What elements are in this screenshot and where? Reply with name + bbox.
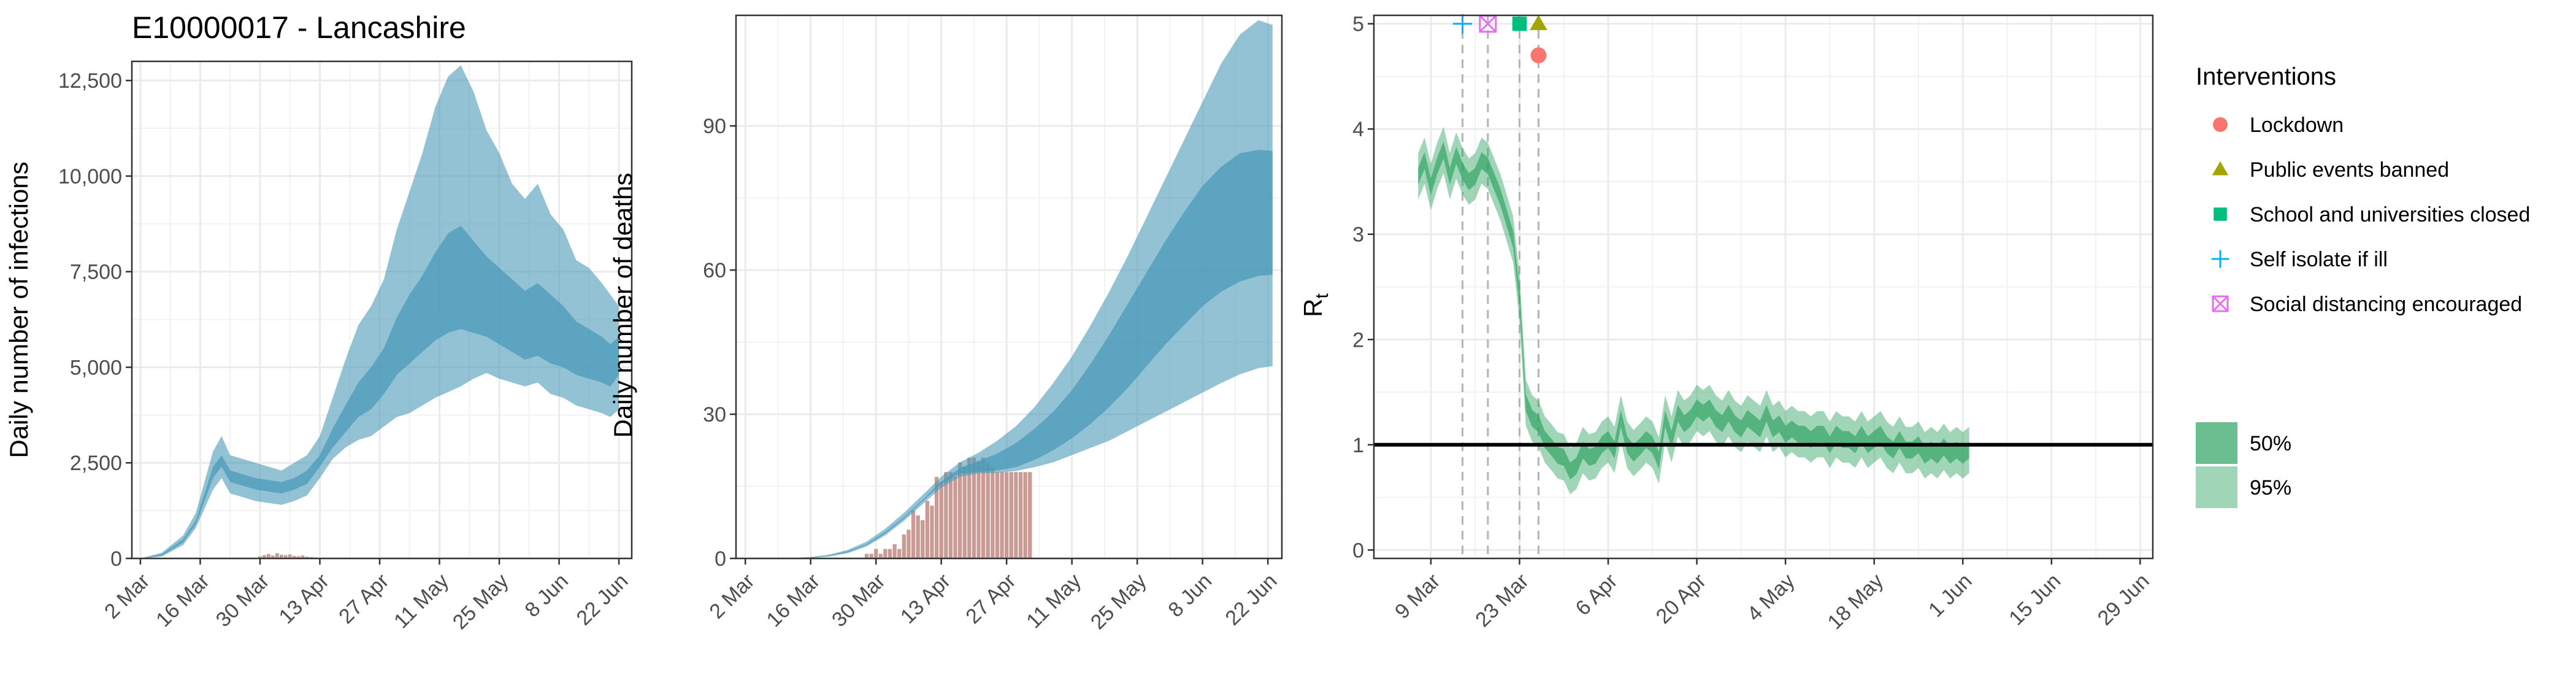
rt-y-axis-subscript: t — [1312, 293, 1332, 299]
legend-marker-plus — [2211, 250, 2229, 268]
deaths-observed-bar — [887, 549, 892, 559]
deaths-y-tick-label: 0 — [715, 547, 726, 571]
deaths-observed-bar — [995, 471, 1000, 559]
rt-y-tick-label: 0 — [1352, 539, 1364, 562]
deaths-observed-bar — [1022, 471, 1028, 559]
deaths-observed-bar — [999, 471, 1005, 559]
infections-band-95pct — [140, 65, 619, 558]
deaths-observed-bar — [925, 500, 930, 559]
legend-item-label: Public events banned — [2250, 158, 2449, 182]
chart-title: E10000017 - Lancashire — [132, 10, 466, 45]
deaths-observed-bars — [864, 457, 1032, 559]
legend-bands: 50% 95% — [2196, 422, 2291, 508]
deaths-y-axis-title: Daily number of deaths — [608, 173, 637, 438]
deaths-panel-border — [735, 14, 1283, 560]
deaths-observed-bar — [929, 505, 935, 559]
deaths-observed-bar — [990, 466, 995, 559]
intervention-marker — [1530, 47, 1547, 64]
deaths-y-tick-label: 60 — [703, 259, 726, 282]
rt-y-tick-label: 5 — [1352, 13, 1364, 36]
rt-y-tick-label: 2 — [1352, 328, 1364, 352]
intervention-marker — [1530, 15, 1547, 31]
deaths-observed-bar — [1004, 471, 1009, 559]
deaths-y-tick-label: 30 — [703, 403, 726, 426]
deaths-observed-bar — [948, 471, 953, 559]
infections-y-tick-label: 7,500 — [70, 261, 122, 284]
infections-panel-border — [131, 60, 633, 560]
legend-item-label: School and universities closed — [2250, 203, 2530, 226]
legend-band-swatch — [2196, 422, 2237, 464]
deaths-observed-bar — [1018, 471, 1023, 559]
legend-marker-square — [2214, 207, 2227, 221]
deaths-observed-bar — [1013, 471, 1019, 559]
legend-band-swatch — [2196, 466, 2237, 508]
legend-item-label: Social distancing encouraged — [2250, 293, 2522, 316]
intervention-marker — [1452, 14, 1473, 34]
deaths-observed-bar — [976, 462, 981, 559]
deaths-observed-bar — [962, 466, 967, 559]
deaths-observed-bar — [953, 476, 958, 559]
deaths-observed-bar — [939, 481, 944, 559]
intervention-marker — [1512, 17, 1527, 31]
infections-y-tick-label: 12,500 — [58, 69, 122, 93]
legend-band-label: 95% — [2250, 476, 2291, 500]
rt-y-tick-label: 4 — [1352, 118, 1364, 141]
deaths-observed-bar — [986, 462, 991, 559]
legend-marker-triangle — [2212, 161, 2229, 176]
infections-y-axis-title: Daily number of infections — [4, 161, 33, 458]
legend-items: Lockdown Public events banned School and u… — [2211, 114, 2530, 316]
deaths-band-50pct — [745, 150, 1273, 558]
legend-item-label: Self isolate if ill — [2250, 248, 2388, 271]
deaths-observed-bar — [892, 544, 897, 559]
deaths-observed-bar — [1027, 471, 1032, 559]
deaths-observed-bar — [915, 515, 921, 559]
infections-y-tick-label: 10,000 — [58, 165, 122, 188]
deaths-observed-bar — [920, 520, 925, 559]
deaths-observed-bar — [906, 529, 911, 559]
infections-y-tick-label: 0 — [110, 547, 122, 571]
infections-y-tick-label: 5,000 — [70, 356, 122, 379]
rt-minor-grid — [1374, 15, 2153, 558]
legend-band-label: 50% — [2250, 432, 2291, 455]
rt-y-tick-label: 1 — [1352, 434, 1364, 457]
deaths-observed-bar — [911, 510, 916, 559]
deaths-observed-bar — [873, 549, 878, 559]
deaths-y-tick-label: 90 — [703, 115, 726, 138]
legend-marker-boxx — [2212, 295, 2229, 312]
infections-observed-bar — [275, 553, 280, 559]
legend-item-label: Lockdown — [2250, 114, 2344, 137]
infections-y-tick-label: 2,500 — [70, 452, 122, 475]
rt-y-tick-label: 3 — [1352, 223, 1364, 247]
deaths-observed-bar — [883, 549, 888, 559]
deaths-observed-bar — [897, 549, 902, 559]
infections-band-50pct — [140, 225, 619, 558]
legend-title: Interventions — [2196, 63, 2336, 90]
rt-major-grid — [1374, 15, 2153, 558]
deaths-observed-bar — [902, 534, 907, 559]
deaths-band-95pct — [745, 20, 1273, 559]
deaths-observed-bar — [1009, 471, 1014, 559]
legend: Interventions Lockdown Public events bann… — [2196, 63, 2530, 508]
legend-marker-circle — [2213, 117, 2228, 132]
rt-panel-border — [1373, 14, 2154, 560]
